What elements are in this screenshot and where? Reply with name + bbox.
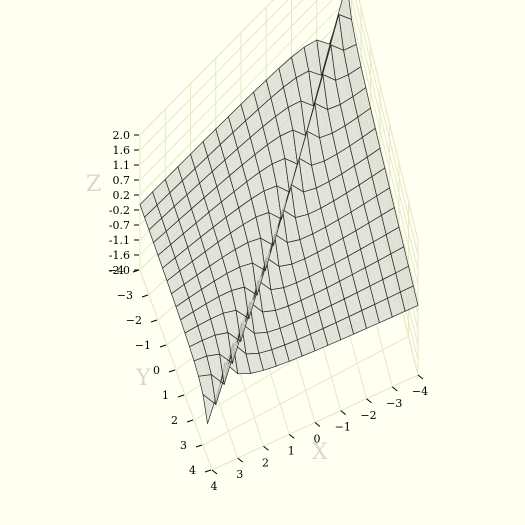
x-tick-label: 3: [236, 468, 243, 481]
x-tick-mark: [288, 433, 295, 439]
y-tick-mark: [186, 419, 194, 423]
z-tick-label: -0.2: [109, 204, 130, 217]
y-tick-label: −4: [108, 264, 124, 277]
z-tick-label: 1.1: [113, 159, 131, 172]
grid-line: [354, 0, 419, 256]
x-tick-mark: [417, 374, 424, 380]
x-tick-mark: [314, 422, 321, 427]
y-tick-mark: [141, 294, 149, 298]
y-tick-mark: [204, 469, 212, 473]
y-tick-label: 2: [171, 414, 178, 427]
grid-line: [139, 0, 274, 136]
grid-line: [139, 0, 319, 181]
y-tick-label: 0: [153, 364, 160, 377]
z-tick-label: -2.0: [109, 264, 130, 277]
z-tick-label: 1.6: [113, 144, 131, 157]
surface-facet: [399, 285, 419, 312]
y-tick-label: −1: [135, 339, 151, 352]
z-tick-label: 2.0: [113, 129, 131, 142]
grid-line: [139, 0, 333, 196]
x-tick-label: 0: [314, 433, 321, 446]
z-tick-label: -1.6: [109, 249, 130, 262]
z-tick-label: -1.1: [109, 234, 130, 247]
grid-line: [347, 0, 419, 286]
x-tick-mark: [263, 445, 269, 451]
x-tick-label: 2: [262, 456, 269, 469]
y-tick-mark: [150, 319, 158, 323]
x-tick-mark: [340, 410, 347, 416]
x-tick-mark: [211, 469, 218, 475]
y-tick-mark: [132, 269, 140, 273]
y-tick-mark: [195, 444, 203, 448]
surface-mesh: [139, 0, 419, 424]
y-tick-mark: [168, 369, 176, 373]
y-tick-label: 3: [180, 439, 187, 452]
y-axis-label: Y: [135, 366, 151, 391]
grid-line: [358, 0, 419, 241]
y-tick-mark: [177, 394, 185, 398]
z-tick-label: 0.7: [113, 174, 131, 187]
x-tick-label: −3: [386, 397, 402, 410]
axis-ticks: 2.01.61.10.70.2-0.2-0.7-1.1-1.6-2.0−4−3−…: [108, 129, 428, 493]
x-axis-label: X: [312, 440, 328, 465]
x-tick-label: 1: [288, 444, 295, 457]
y-tick-label: −2: [126, 314, 142, 327]
y-tick-label: 4: [189, 464, 196, 477]
x-tick-label: −1: [335, 421, 351, 434]
grid-line: [139, 0, 289, 151]
grid-line: [351, 0, 419, 271]
grid-line: [139, 0, 304, 166]
x-tick-label: −2: [360, 409, 376, 422]
x-tick-label: −4: [412, 385, 428, 398]
grid-line: [202, 335, 409, 446]
z-tick-label: -0.7: [109, 219, 130, 232]
x-tick-mark: [391, 386, 398, 392]
y-tick-label: 1: [162, 389, 169, 402]
x-tick-mark: [366, 398, 372, 404]
y-tick-label: −3: [117, 289, 133, 302]
x-tick-label: 4: [211, 480, 218, 493]
z-axis-label: Z: [86, 172, 101, 197]
y-tick-mark: [159, 344, 167, 348]
x-tick-mark: [237, 457, 244, 463]
z-tick-label: 0.2: [113, 189, 131, 202]
